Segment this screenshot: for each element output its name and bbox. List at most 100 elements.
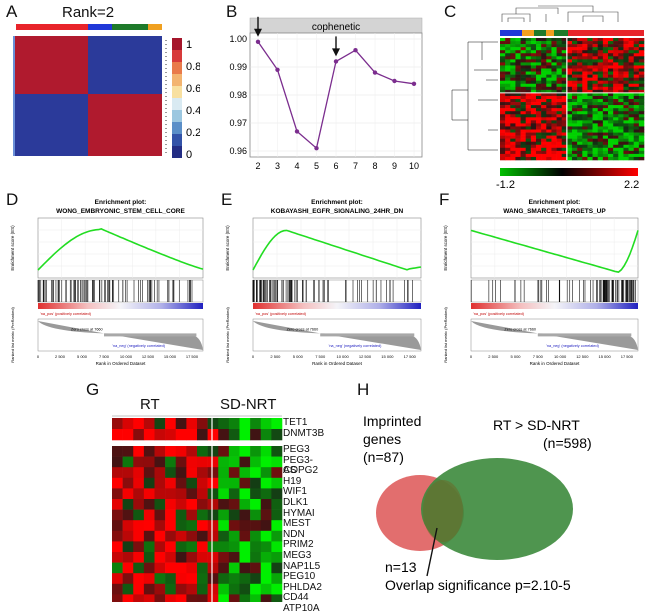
heatmap-cell [536,80,542,85]
heatmap-cell [505,123,511,127]
heatmap-cell [541,108,547,112]
heatmap-cell [546,62,552,66]
consensus-matrix: 1 0.8 0.6 0.4 0.2 0 [13,24,200,160]
colorbar-9 [172,134,182,146]
colorbar-tick-3: 0.6 [186,83,200,95]
gsea-subtitle: KOBAYASHI_EGFR_SIGNALING_24HR_DN [271,208,404,215]
heatmap-cell [175,446,187,457]
heatmap-cell [260,562,272,574]
heatmap-cell [112,418,123,430]
heatmap-cell [510,102,516,106]
heatmap-cell [165,509,177,521]
heatmap-cell [613,102,619,106]
heatmap-cell [587,147,593,152]
heatmap-cell [515,144,521,149]
heatmap-cell [582,80,588,85]
heatmap-cell [530,132,537,136]
heatmap-cell [608,141,614,146]
heatmap-cell [515,95,521,100]
heatmap-cell [133,583,145,595]
heatmap-cell [638,68,645,72]
heatmap-cell [515,120,521,124]
heatmap-cell [546,86,552,91]
heatmap-cell [500,126,506,130]
heatmap-cell [112,583,123,595]
heatmap-cell [207,530,219,542]
heatmap-cell [112,552,123,563]
heatmap-cell [536,53,542,57]
scale-bar [500,168,638,176]
heatmap-cell [536,117,542,121]
gene-label: PHLDA2 [283,581,322,593]
panel-h-label: H [357,380,370,399]
heatmap-cell [520,138,527,142]
heatmap-cell [525,102,532,106]
heatmap-cell [510,47,516,51]
heatmap-cell [175,530,187,542]
heatmap-cell [218,552,230,563]
heatmap-cell [551,68,557,72]
heatmap-cell [613,153,619,158]
heatmap-cell [536,141,542,146]
heatmap-cell [592,62,599,66]
heatmap-cell [228,583,240,595]
heatmap-cell [541,50,547,54]
heatmap-cell [165,583,177,595]
group-label-sd-nrt: SD-NRT [220,396,277,413]
heatmap-cell [628,150,635,155]
heatmap-cell [566,114,573,118]
panel-g-label: G [86,380,100,399]
data-point [411,81,417,87]
heatmap-cell [228,562,240,574]
heatmap-cell [582,156,588,161]
heatmap-cell [638,86,645,91]
heatmap-cell [510,74,516,78]
heatmap-cell [154,467,166,479]
heatmap-cell [551,95,557,100]
hits-area [37,279,204,303]
heatmap-cell [587,153,593,158]
heatmap-cell [613,50,619,54]
heatmap-cell [597,44,604,48]
heatmap-cell [582,126,588,130]
heatmap-cell [520,144,527,149]
heatmap-cell [154,573,166,585]
heatmap-cell [577,123,583,127]
heatmap-cell [510,95,516,100]
heatmap-cell [592,80,599,85]
heatmap-cell [500,47,506,51]
heatmap-cell [566,132,573,136]
heatmap-cell [551,144,557,149]
heatmap-cell [582,59,588,63]
heatmap-cell [582,114,588,118]
heatmap-cell [536,138,542,142]
heatmap-cell [186,429,198,441]
group-label-rt: RT [140,396,160,413]
heatmap-cell [133,530,145,542]
heatmap-cell [541,144,547,149]
heatmap-cell [638,156,645,161]
heatmap-cell [623,105,629,109]
heatmap-cell [218,573,230,585]
heatmap-cell [623,77,629,81]
heatmap-cell [510,56,516,60]
heatmap-cell [592,108,599,112]
heatmap-cell [510,41,516,45]
heatmap-cell [613,68,619,72]
heatmap-cell [633,147,640,152]
heatmap-cell [505,126,511,130]
heatmap-cell [239,573,251,585]
heatmap-cell [510,59,516,63]
heatmap-cell [623,147,629,152]
heatmap-cell [260,429,272,441]
heatmap-cell [510,138,516,142]
panel-a-title: Rank=2 [62,4,115,21]
heatmap-cell [618,62,624,66]
heatmap-cell [582,77,588,81]
heatmap-cell [597,80,604,85]
heatmap-cell [613,147,619,152]
heatmap-cell [628,38,635,42]
heatmap-cell [505,141,511,146]
heatmap-cell [582,38,588,42]
heatmap-cell [577,50,583,54]
